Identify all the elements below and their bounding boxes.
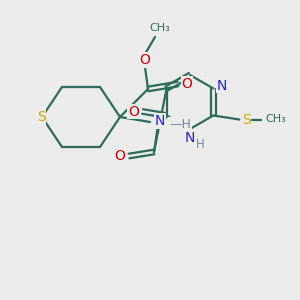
- Text: H: H: [196, 137, 204, 151]
- Text: O: O: [140, 53, 150, 67]
- Text: CH₃: CH₃: [150, 23, 170, 33]
- Text: —H: —H: [169, 118, 191, 130]
- Text: O: O: [128, 104, 139, 118]
- Text: N: N: [185, 131, 195, 145]
- Text: S: S: [37, 110, 45, 124]
- Text: N: N: [216, 79, 226, 92]
- Text: O: O: [115, 149, 125, 163]
- Text: CH₃: CH₃: [265, 115, 286, 124]
- Text: O: O: [182, 77, 192, 91]
- Text: N: N: [155, 114, 165, 128]
- Text: S: S: [242, 112, 251, 127]
